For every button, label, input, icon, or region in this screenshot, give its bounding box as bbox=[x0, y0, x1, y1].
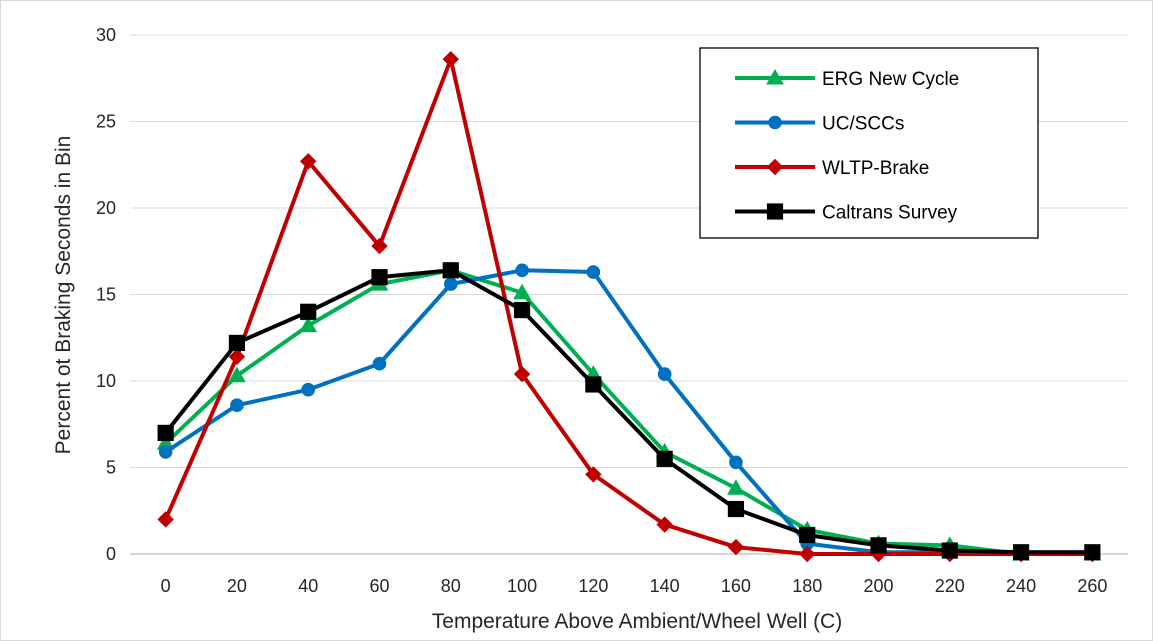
data-point bbox=[228, 348, 246, 365]
legend-label: UC/SCCs bbox=[822, 114, 904, 135]
data-point bbox=[158, 445, 173, 459]
x-tick-label: 240 bbox=[1006, 576, 1036, 596]
x-tick-label: 100 bbox=[507, 576, 537, 596]
legend-marker bbox=[766, 68, 784, 85]
legend-item-uc-sccs: UC/SCCs bbox=[735, 114, 904, 135]
x-tick-label: 60 bbox=[369, 576, 389, 596]
data-point bbox=[300, 153, 317, 170]
data-point bbox=[585, 466, 602, 483]
data-point bbox=[657, 367, 672, 381]
legend-label: WLTP-Brake bbox=[822, 158, 929, 179]
data-point bbox=[1084, 544, 1101, 561]
legend-item-erg-new-cycle: ERG New Cycle bbox=[735, 68, 959, 90]
data-point bbox=[513, 301, 531, 319]
y-tick-label: 10 bbox=[96, 371, 116, 391]
series-line bbox=[164, 268, 1093, 556]
data-point bbox=[941, 542, 958, 559]
series-line bbox=[164, 268, 1093, 555]
data-point bbox=[515, 263, 529, 278]
data-point bbox=[727, 500, 745, 518]
x-tick-label: 40 bbox=[298, 576, 318, 596]
series-caltrans-survey bbox=[157, 262, 1101, 561]
legend-marker bbox=[768, 115, 782, 130]
legend-item-caltrans-survey: Caltrans Survey bbox=[735, 203, 958, 224]
x-tick-label: 140 bbox=[650, 576, 680, 596]
legend: ERG New Cycle UC/SCCs WLTP-Brake Caltrans S… bbox=[699, 47, 1039, 239]
data-point bbox=[656, 450, 673, 467]
data-point bbox=[586, 265, 601, 279]
series-line bbox=[163, 57, 1093, 556]
y-axis-label: Percent ot Braking Seconds in Bin bbox=[52, 136, 75, 455]
legend-label: ERG New Cycle bbox=[822, 69, 959, 90]
data-point bbox=[656, 516, 673, 533]
y-tick-label: 5 bbox=[106, 458, 116, 478]
data-point bbox=[230, 398, 244, 413]
data-point bbox=[729, 455, 743, 470]
data-point bbox=[228, 334, 246, 352]
series-layer bbox=[156, 51, 1102, 563]
data-point bbox=[300, 303, 317, 320]
data-point bbox=[727, 479, 745, 495]
series-erg-new-cycle bbox=[156, 261, 1102, 561]
y-tick-label: 30 bbox=[96, 25, 116, 45]
data-point bbox=[157, 511, 174, 528]
gridlines bbox=[130, 34, 1128, 468]
x-tick-label: 180 bbox=[792, 576, 822, 596]
data-point bbox=[1012, 544, 1030, 561]
data-point bbox=[301, 382, 316, 397]
y-tick-label: 25 bbox=[96, 112, 116, 132]
x-tick-label: 260 bbox=[1077, 576, 1107, 596]
data-point bbox=[727, 538, 745, 556]
data-point bbox=[371, 237, 388, 255]
x-tick-label: 80 bbox=[441, 576, 461, 596]
x-tick-label: 200 bbox=[863, 576, 893, 596]
data-point bbox=[442, 262, 459, 279]
legend-marker bbox=[766, 203, 784, 220]
x-tick-label: 120 bbox=[578, 576, 608, 596]
y-tick-label: 15 bbox=[96, 285, 116, 305]
data-point bbox=[513, 365, 531, 383]
data-point bbox=[228, 366, 246, 383]
data-point bbox=[443, 277, 458, 291]
x-tick-label: 0 bbox=[161, 576, 171, 596]
data-point bbox=[870, 537, 887, 554]
y-tick-label: 0 bbox=[106, 544, 116, 564]
legend-marker bbox=[766, 158, 784, 176]
data-point bbox=[585, 376, 602, 393]
y-tick-label: 20 bbox=[96, 198, 116, 218]
data-point bbox=[799, 526, 816, 544]
data-point bbox=[157, 424, 174, 441]
legend-item-wltp-brake: WLTP-Brake bbox=[735, 158, 929, 179]
x-axis-label: Temperature Above Ambient/Wheel Well (C) bbox=[432, 610, 842, 633]
x-tick-label: 220 bbox=[935, 576, 965, 596]
data-point bbox=[442, 51, 459, 68]
x-tick-label: 20 bbox=[227, 576, 247, 596]
data-point bbox=[372, 356, 387, 371]
data-point bbox=[799, 545, 816, 563]
legend-label: Caltrans Survey bbox=[822, 203, 958, 224]
x-axis-ticks: 0 20 40 60 80 100 120 140 160 180 200 220 240 260 bbox=[161, 576, 1108, 596]
data-point bbox=[513, 283, 531, 300]
data-point bbox=[371, 269, 388, 286]
x-tick-label: 160 bbox=[721, 576, 751, 596]
data-point bbox=[299, 316, 318, 333]
y-axis-ticks: 0 5 10 15 20 25 30 bbox=[96, 25, 116, 564]
